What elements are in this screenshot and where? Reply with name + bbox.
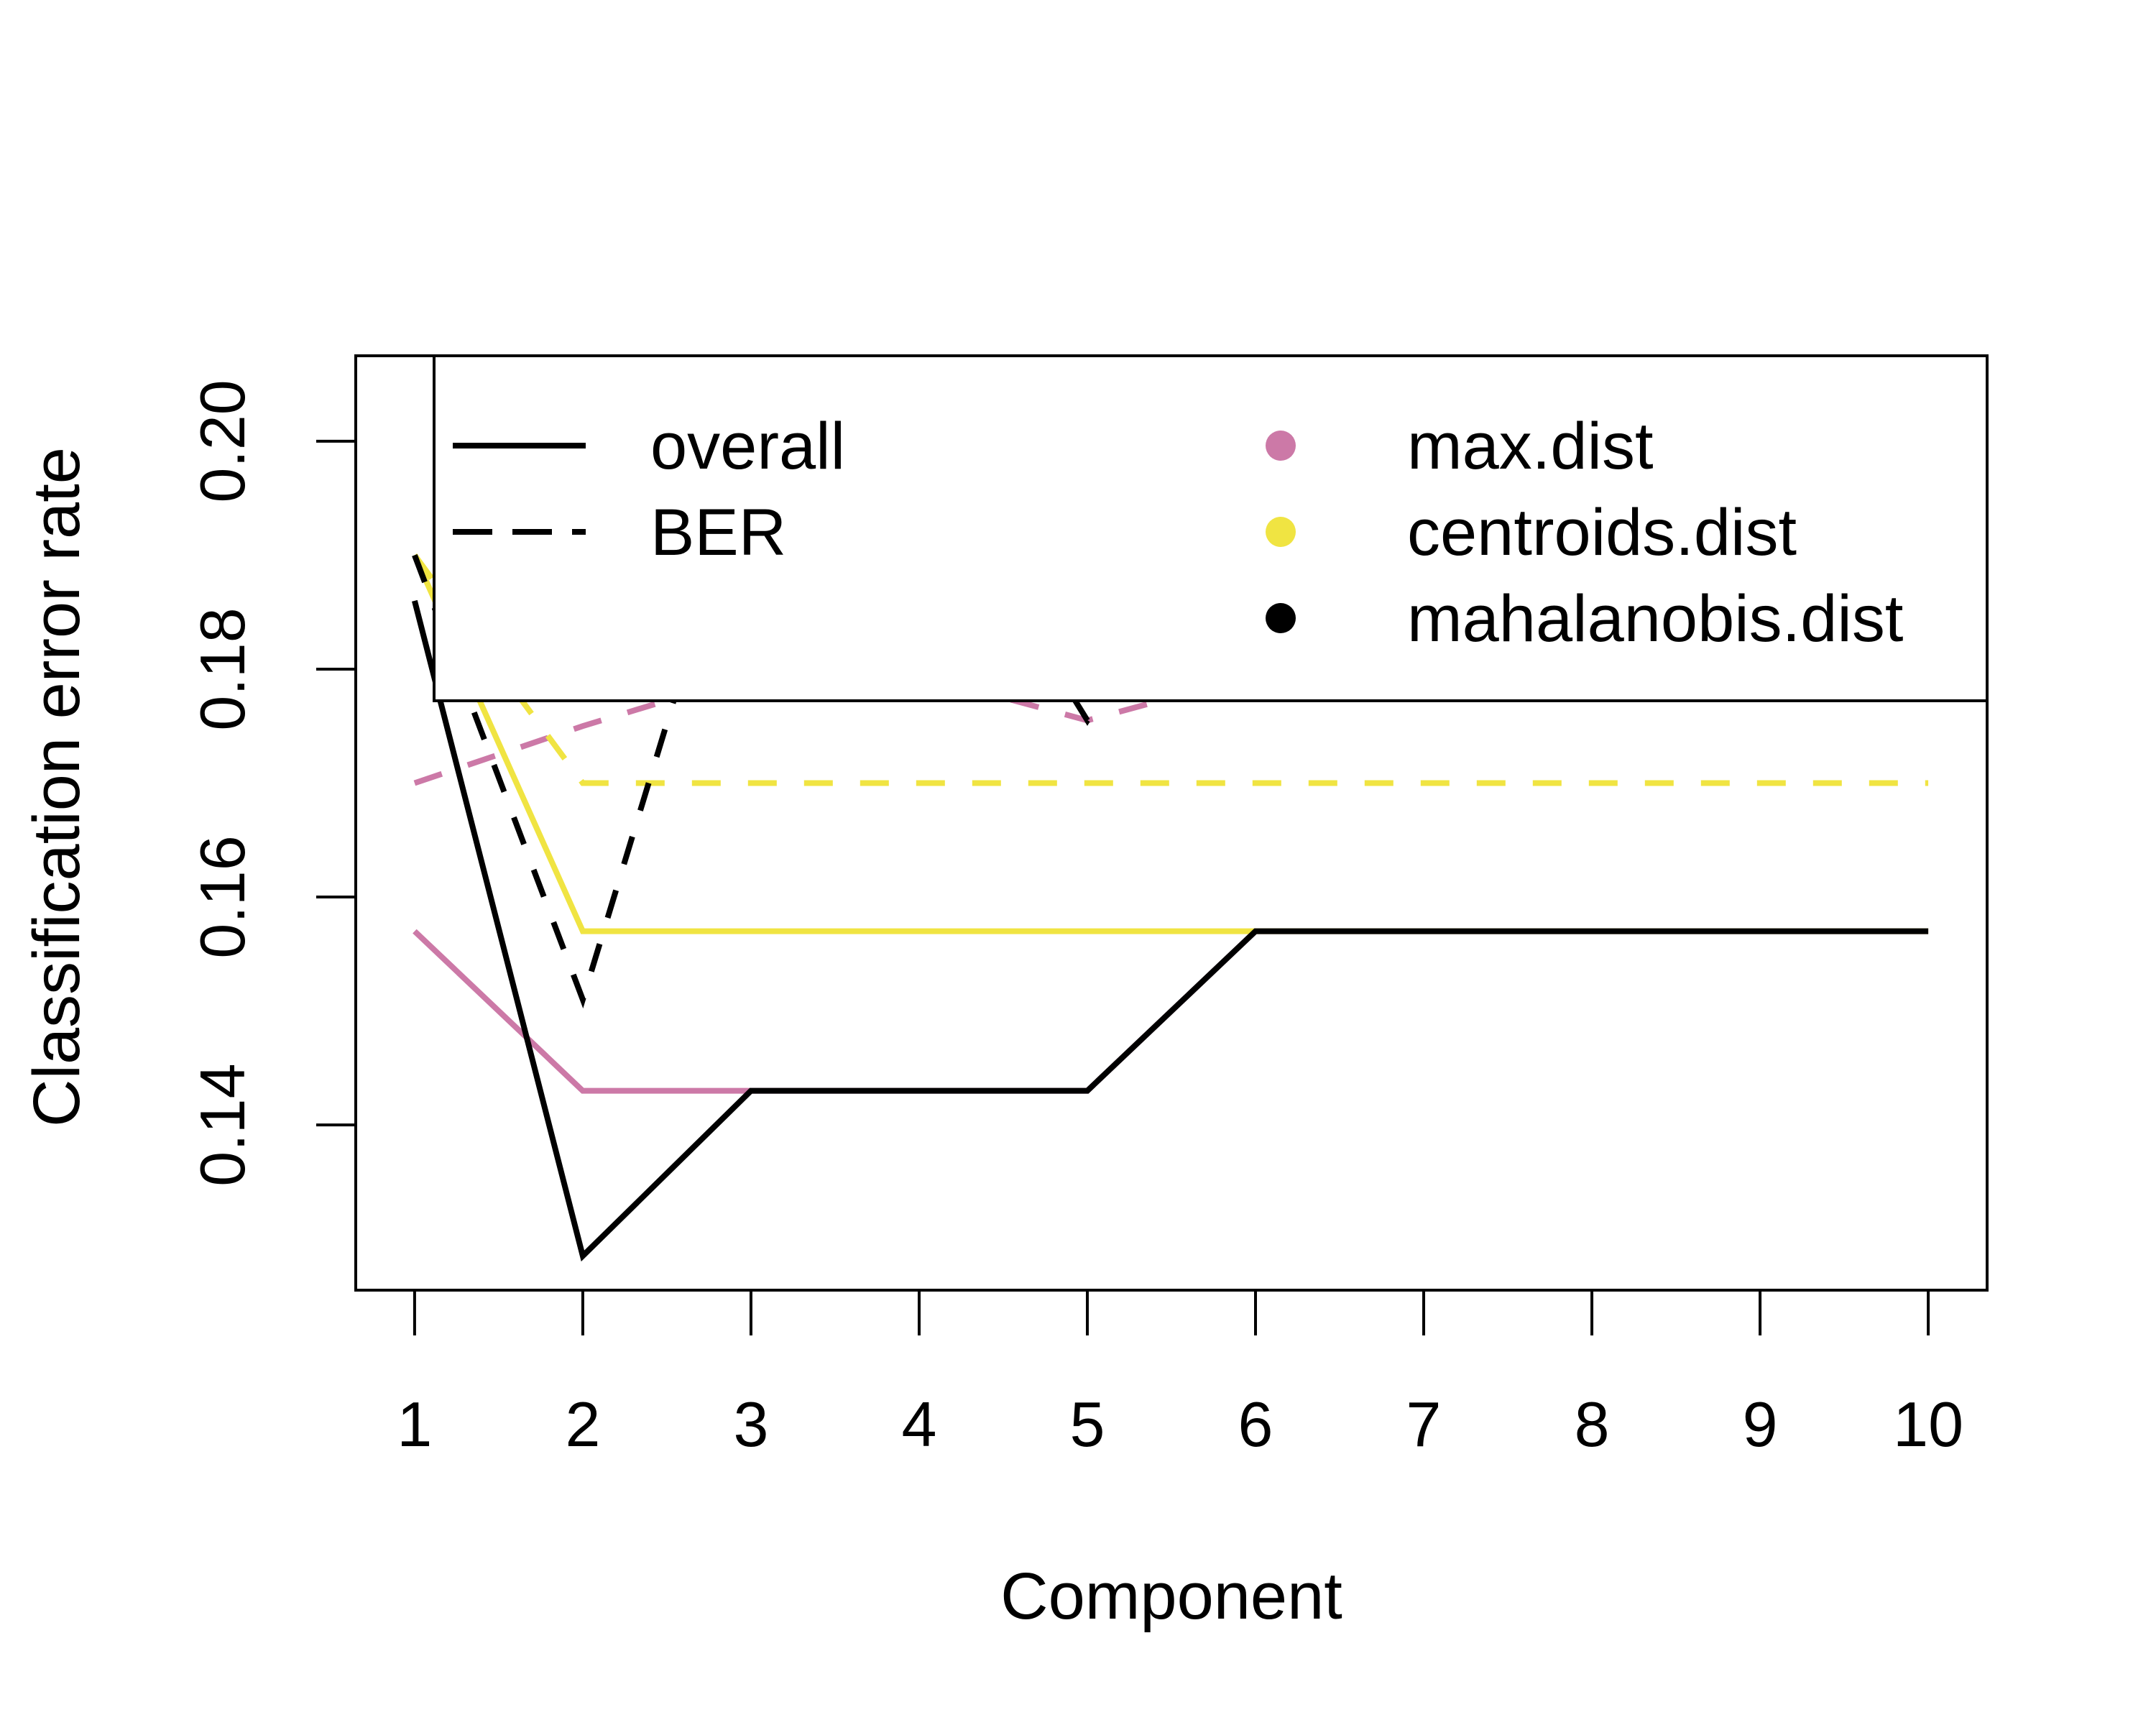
legend-label: centroids.dist	[1407, 496, 1797, 569]
x-tick-label: 3	[733, 1389, 768, 1460]
legend-box	[433, 354, 1989, 702]
series-line-mahalanobis-dist-overall	[412, 599, 1929, 1262]
x-tick-label: 4	[901, 1389, 936, 1460]
x-tick-label: 8	[1575, 1389, 1610, 1460]
x-tick-label: 1	[397, 1389, 432, 1460]
legend-label: mahalanobis.dist	[1407, 582, 1903, 656]
x-tick-label: 5	[1070, 1389, 1105, 1460]
x-axis-title: Component	[1000, 1560, 1342, 1633]
y-axis: 0.14 0.16 0.18 0.20	[187, 380, 357, 1187]
x-tick-label: 7	[1406, 1389, 1442, 1460]
legend-label: max.dist	[1407, 410, 1654, 483]
legend-marker-centroids-dist	[1266, 517, 1296, 547]
x-tick-label: 10	[1893, 1389, 1963, 1460]
y-tick-label: 0.14	[187, 1063, 258, 1186]
x-tick-label: 2	[565, 1389, 600, 1460]
legend-marker-mahalanobis-dist	[1266, 603, 1296, 633]
y-tick-label: 0.20	[187, 380, 258, 502]
legend-label: BER	[650, 496, 786, 569]
legend: overall BER max.dist centroids.dist mahalano…	[433, 354, 1989, 702]
x-tick-label: 6	[1238, 1389, 1273, 1460]
legend-marker-max-dist	[1266, 431, 1296, 461]
x-axis: 1 2 3 4 5 6 7 8 9 10	[397, 1290, 1963, 1460]
legend-entries: overall BER max.dist centroids.dist mahalano…	[453, 410, 1903, 656]
y-tick-label: 0.18	[187, 607, 258, 730]
y-tick-label: 0.16	[187, 835, 258, 958]
x-tick-label: 9	[1743, 1389, 1778, 1460]
legend-label: overall	[650, 410, 845, 483]
y-axis-title: Classification error rate	[20, 447, 93, 1127]
